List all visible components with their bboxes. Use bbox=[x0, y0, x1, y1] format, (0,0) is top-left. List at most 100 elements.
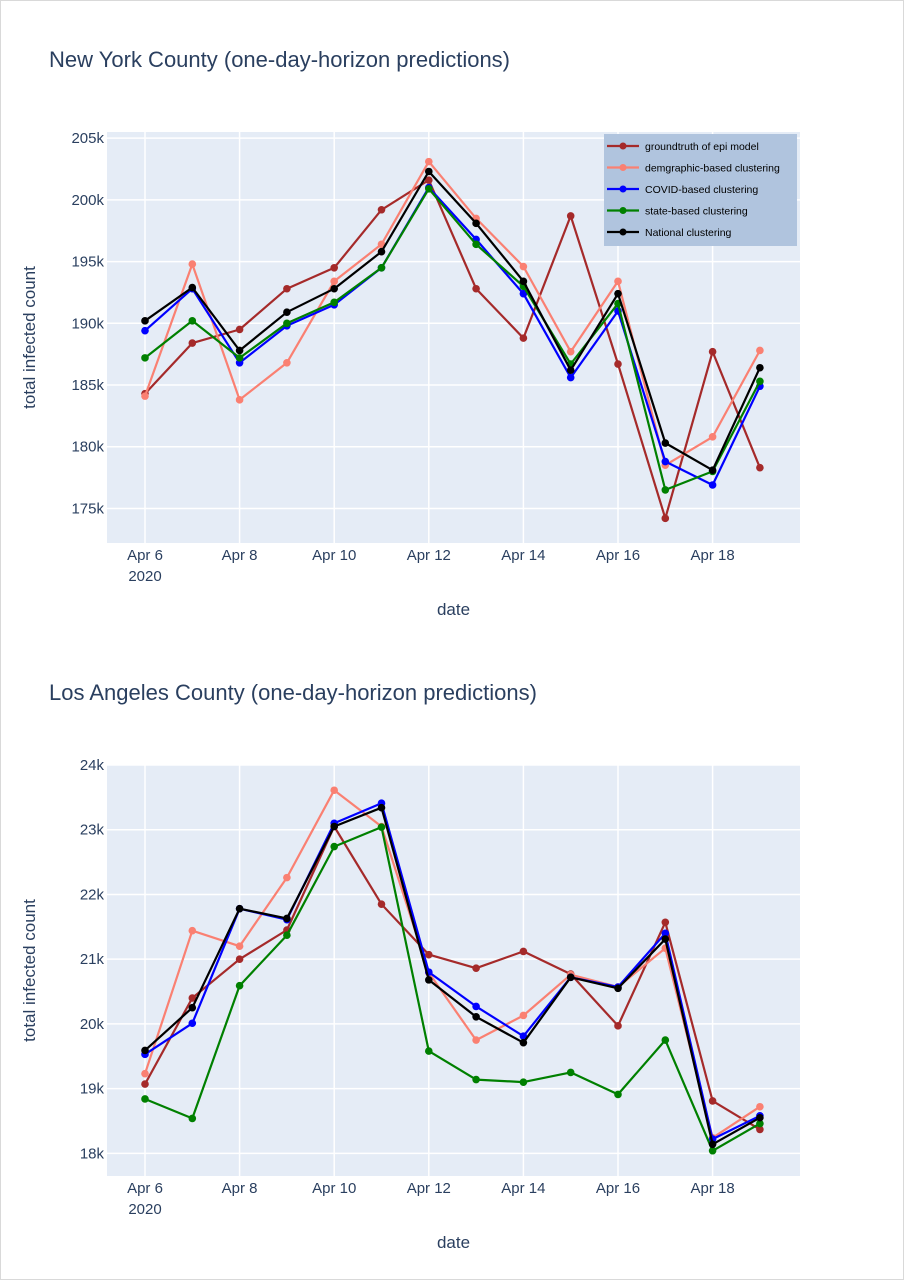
data-point bbox=[188, 994, 197, 1002]
data-point bbox=[188, 283, 197, 292]
data-point bbox=[188, 926, 197, 935]
data-point bbox=[472, 240, 480, 249]
data-point bbox=[756, 1125, 764, 1134]
y-tick-label: 200k bbox=[71, 192, 104, 209]
data-point bbox=[283, 284, 291, 293]
data-point bbox=[141, 354, 149, 362]
data-point bbox=[566, 366, 575, 375]
data-point bbox=[235, 354, 244, 362]
data-point bbox=[425, 184, 433, 193]
data-point bbox=[472, 1075, 480, 1084]
data-point bbox=[141, 1095, 149, 1103]
data-point bbox=[425, 976, 433, 984]
series-line bbox=[144, 825, 761, 1131]
data-point bbox=[188, 317, 197, 325]
series-national-clustering bbox=[141, 803, 764, 1149]
legend-item[interactable]: groundtruth of epi model bbox=[607, 141, 759, 153]
data-point bbox=[661, 457, 670, 466]
data-point bbox=[708, 347, 717, 356]
data-point bbox=[708, 1097, 717, 1105]
series-line bbox=[143, 789, 761, 1139]
data-point bbox=[614, 289, 622, 298]
data-point bbox=[235, 942, 244, 951]
x-tick-label: Apr 14 bbox=[501, 1180, 545, 1197]
series-groundtruth-of-epi-model bbox=[141, 176, 764, 523]
x-tick-year-label: 2020 bbox=[128, 568, 161, 585]
data-point bbox=[756, 463, 764, 472]
legend-label: demgraphic-based clustering bbox=[645, 163, 780, 175]
y-tick-label: 175k bbox=[71, 500, 104, 517]
data-point bbox=[141, 1046, 149, 1055]
series-state-based-clustering bbox=[141, 184, 764, 494]
legend-label: groundtruth of epi model bbox=[645, 141, 759, 153]
y-tick-label: 18k bbox=[80, 1145, 105, 1162]
data-point bbox=[188, 260, 197, 268]
data-point bbox=[708, 466, 717, 474]
data-point bbox=[614, 1022, 622, 1030]
data-point bbox=[377, 823, 386, 831]
data-point bbox=[283, 359, 291, 367]
y-tick-label: 21k bbox=[80, 951, 105, 968]
x-tick-label: Apr 8 bbox=[222, 1180, 258, 1197]
data-point bbox=[188, 1114, 197, 1123]
data-point bbox=[566, 1068, 575, 1077]
x-axis-title: date bbox=[437, 1233, 470, 1252]
x-tick-label: Apr 16 bbox=[596, 547, 640, 564]
data-point bbox=[614, 277, 622, 286]
data-point bbox=[661, 439, 670, 447]
legend-item[interactable]: COVID-based clustering bbox=[607, 184, 758, 196]
data-point bbox=[330, 298, 339, 307]
data-point bbox=[519, 1038, 528, 1047]
data-point bbox=[283, 873, 291, 882]
chart-title: New York County (one-day-horizon predict… bbox=[49, 47, 510, 72]
series-national-clustering bbox=[141, 167, 764, 474]
data-point bbox=[377, 247, 386, 256]
x-axis-title: date bbox=[437, 600, 470, 619]
data-point bbox=[519, 1078, 528, 1086]
data-point bbox=[519, 262, 528, 271]
legend-swatch-marker bbox=[619, 142, 627, 150]
data-point bbox=[566, 973, 575, 982]
data-point bbox=[756, 1102, 764, 1111]
data-point bbox=[283, 914, 291, 923]
y-tick-label: 205k bbox=[71, 130, 104, 147]
data-point bbox=[377, 803, 386, 812]
data-point bbox=[519, 1032, 528, 1040]
data-point bbox=[425, 157, 433, 166]
data-point bbox=[614, 1090, 622, 1099]
data-point bbox=[661, 514, 670, 523]
new-york-county-chart: New York County (one-day-horizon predict… bbox=[20, 47, 800, 619]
data-point bbox=[330, 277, 339, 286]
data-point bbox=[661, 1036, 670, 1044]
legend-item[interactable]: National clustering bbox=[607, 227, 732, 239]
legend-swatch-marker bbox=[619, 228, 627, 236]
y-tick-label: 190k bbox=[71, 315, 104, 332]
legend-item[interactable]: state-based clustering bbox=[607, 206, 748, 218]
data-point bbox=[519, 334, 528, 342]
y-tick-label: 19k bbox=[80, 1081, 105, 1098]
series-line bbox=[144, 179, 761, 520]
x-tick-label: Apr 18 bbox=[690, 1180, 734, 1197]
data-point bbox=[519, 947, 528, 956]
data-point bbox=[472, 1002, 480, 1011]
data-point bbox=[377, 240, 386, 249]
data-point bbox=[283, 931, 291, 940]
data-point bbox=[330, 842, 339, 851]
legend-item[interactable]: demgraphic-based clustering bbox=[607, 163, 780, 175]
x-tick-label: Apr 10 bbox=[312, 547, 356, 564]
x-tick-label: Apr 18 bbox=[690, 547, 734, 564]
data-point bbox=[708, 481, 717, 489]
data-point bbox=[614, 360, 622, 368]
data-point bbox=[425, 950, 433, 959]
data-point bbox=[708, 1146, 717, 1155]
data-point bbox=[472, 964, 480, 973]
legend-label: COVID-based clustering bbox=[645, 184, 758, 196]
x-tick-label: Apr 6 bbox=[127, 547, 163, 564]
data-point bbox=[141, 326, 149, 335]
data-point bbox=[566, 347, 575, 356]
data-point bbox=[188, 1019, 197, 1028]
series-line bbox=[144, 806, 761, 1146]
x-tick-label: Apr 10 bbox=[312, 1180, 356, 1197]
data-point bbox=[756, 377, 764, 386]
data-point bbox=[519, 277, 528, 286]
